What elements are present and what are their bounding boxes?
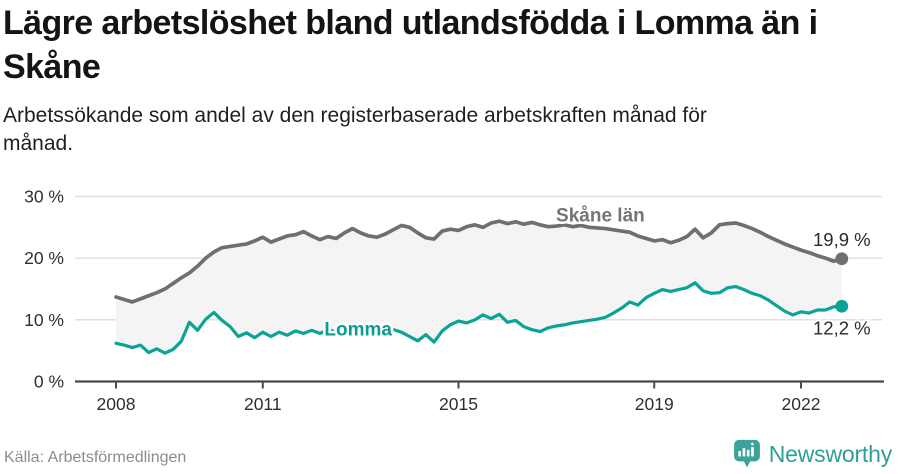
y-tick-label-30: 30 % [24,186,64,206]
y-tick-label-20: 20 % [24,248,64,268]
series-label-skane-lan: Skåne län [556,205,645,226]
between-series-fill [116,221,842,354]
chart-subtitle: Arbetssökande som andel av den registerb… [3,104,707,155]
chart-header: Lägre arbetslöshet bland utlandsfödda i … [3,2,893,158]
x-tick-label-2019: 2019 [635,394,674,414]
newsworthy-icon [733,439,760,468]
x-tick-label-2008: 2008 [97,394,136,414]
series-label-lomma: Lomma [324,319,392,340]
source-note: Källa: Arbetsförmedlingen [4,449,187,466]
y-tick-label-0: 0 % [34,372,64,392]
x-tick-label-2011: 2011 [244,394,282,414]
series-line-lomma [114,281,844,355]
y-tick-label-10: 10 % [24,310,64,330]
x-tick-label-2022: 2022 [782,394,821,414]
newsworthy-wordmark: Newsworthy [768,440,892,467]
series-end-dot-lomma [835,299,849,313]
end-value-label-skane-lan: 19,9 % [813,229,871,250]
newsworthy-logo: Newsworthy [733,439,892,469]
series-end-dot-skane-lan [835,252,849,266]
end-value-label-lomma: 12,2 % [813,317,871,338]
series-line-skane-lan [114,219,844,304]
x-tick-label-2015: 2015 [439,394,478,414]
chart-title: Lägre arbetslöshet bland utlandsfödda i … [3,4,818,86]
